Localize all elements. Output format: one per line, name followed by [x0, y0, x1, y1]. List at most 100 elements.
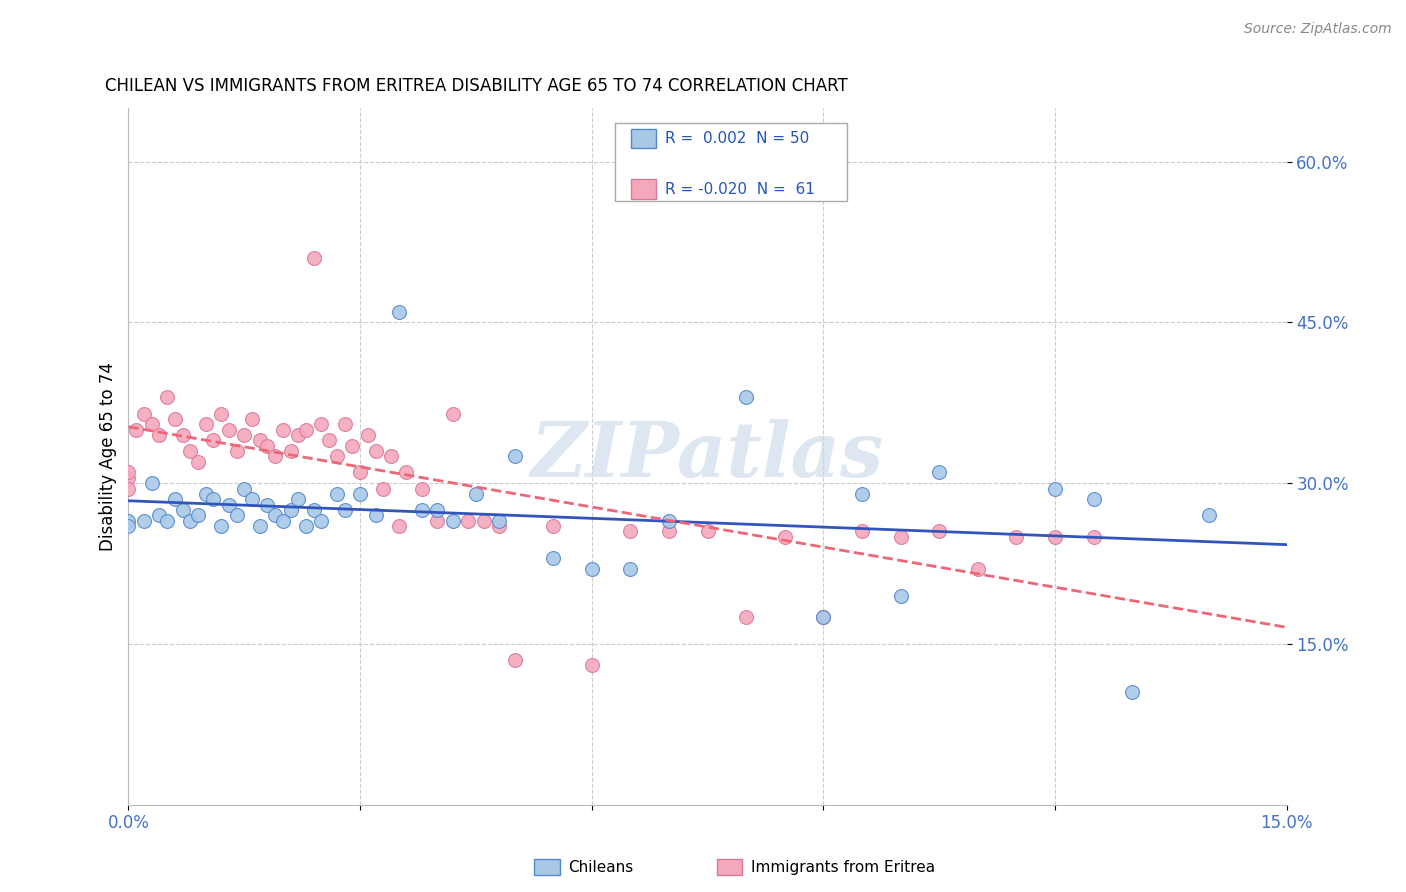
Point [148, 508, 170, 523]
Point [1043, 530, 1066, 544]
Point [619, 562, 641, 576]
Point [928, 466, 950, 480]
Point [295, 423, 318, 437]
Point [333, 417, 356, 432]
Point [156, 514, 179, 528]
Point [349, 466, 371, 480]
Point [194, 417, 217, 432]
Point [1121, 685, 1143, 699]
Point [117, 514, 139, 528]
Point [249, 434, 271, 448]
Point [326, 487, 349, 501]
Point [240, 492, 263, 507]
Point [271, 514, 294, 528]
Point [249, 519, 271, 533]
Point [172, 503, 194, 517]
Point [302, 503, 325, 517]
Point [735, 610, 758, 624]
Text: Source: ZipAtlas.com: Source: ZipAtlas.com [1244, 22, 1392, 37]
Point [326, 450, 349, 464]
Point [287, 492, 309, 507]
Point [117, 466, 139, 480]
Point [364, 444, 387, 458]
Point [240, 412, 263, 426]
Text: R = -0.020  N =  61: R = -0.020 N = 61 [665, 182, 814, 197]
Point [179, 444, 201, 458]
Point [441, 514, 464, 528]
Point [295, 519, 318, 533]
Point [388, 519, 411, 533]
Point [117, 471, 139, 485]
Point [117, 519, 139, 533]
Point [302, 251, 325, 265]
Point [264, 450, 287, 464]
Point [311, 417, 333, 432]
Point [813, 610, 835, 624]
Point [503, 450, 526, 464]
Point [280, 503, 302, 517]
Point [264, 508, 287, 523]
Point [194, 487, 217, 501]
Point [1005, 530, 1028, 544]
Point [395, 466, 418, 480]
Point [658, 524, 681, 539]
Point [928, 524, 950, 539]
Point [357, 428, 380, 442]
Point [411, 503, 433, 517]
Point [464, 487, 486, 501]
Text: ZIPatlas: ZIPatlas [531, 419, 884, 493]
Point [187, 455, 209, 469]
Point [163, 412, 186, 426]
Point [581, 658, 603, 673]
Point [735, 391, 758, 405]
Point [141, 417, 163, 432]
Point [1083, 530, 1105, 544]
Point [163, 492, 186, 507]
Point [488, 514, 510, 528]
Point [342, 439, 364, 453]
Point [411, 482, 433, 496]
Point [890, 530, 912, 544]
Point [233, 482, 256, 496]
Point [541, 519, 564, 533]
Point [813, 610, 835, 624]
Point [132, 407, 155, 421]
Point [541, 551, 564, 566]
Y-axis label: Disability Age 65 to 74: Disability Age 65 to 74 [100, 362, 117, 551]
Point [851, 524, 873, 539]
Point [373, 482, 395, 496]
Point [141, 476, 163, 491]
Point [218, 423, 240, 437]
Text: R =  0.002  N = 50: R = 0.002 N = 50 [665, 131, 808, 146]
Point [271, 423, 294, 437]
Point [581, 562, 603, 576]
Point [179, 514, 201, 528]
Point [472, 514, 495, 528]
Point [1043, 482, 1066, 496]
Point [457, 514, 479, 528]
Point [225, 444, 247, 458]
Point [172, 428, 194, 442]
Point [890, 589, 912, 603]
Point [156, 391, 179, 405]
Point [187, 508, 209, 523]
Point [619, 524, 641, 539]
Point [117, 482, 139, 496]
Point [426, 503, 449, 517]
Point [441, 407, 464, 421]
Point [773, 530, 796, 544]
Point [209, 407, 232, 421]
Point [280, 444, 302, 458]
Point [1083, 492, 1105, 507]
Point [202, 492, 225, 507]
Point [696, 524, 718, 539]
Point [349, 487, 371, 501]
Point [388, 304, 411, 318]
Point [202, 434, 225, 448]
Point [256, 439, 278, 453]
Point [488, 519, 510, 533]
Point [318, 434, 340, 448]
Point [333, 503, 356, 517]
Point [218, 498, 240, 512]
Point [148, 428, 170, 442]
